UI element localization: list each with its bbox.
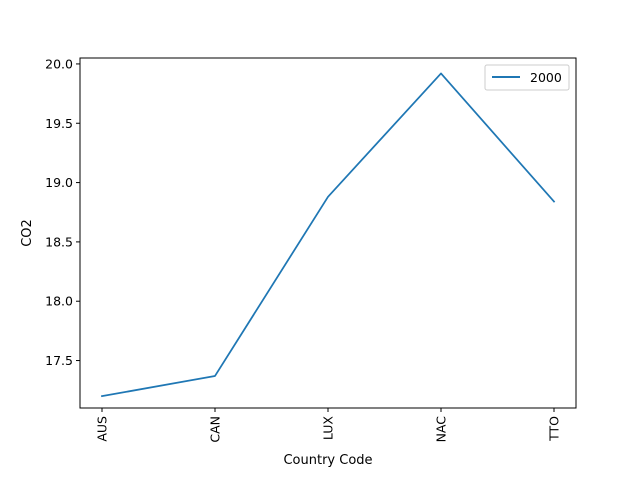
legend-box [484,64,570,91]
x-tick-label: CAN [208,416,223,443]
y-tick-label: 20.0 [45,56,73,71]
plot-area [100,72,556,398]
x-tick-label: LUX [321,416,336,440]
x-axis-label: Country Code [283,453,372,468]
y-tick-label: 19.5 [45,116,73,131]
y-tick-label: 18.0 [45,294,73,309]
x-tick-label: NAC [434,416,449,443]
legend-label: 2000 [530,70,562,85]
x-axis-ticks: AUS CAN LUX NAC TTO [95,408,562,443]
x-tick-label: TTO [547,416,562,442]
y-tick-label: 18.5 [45,234,73,249]
legend: 2000 [484,64,570,91]
y-tick-label: 17.5 [45,353,73,368]
y-axis-ticks: 17.5 18.0 18.5 19.0 19.5 20.0 [45,56,80,368]
y-axis-label: CO2 [20,219,35,247]
x-tick-label: AUS [95,416,110,442]
y-tick-label: 19.0 [45,175,73,190]
